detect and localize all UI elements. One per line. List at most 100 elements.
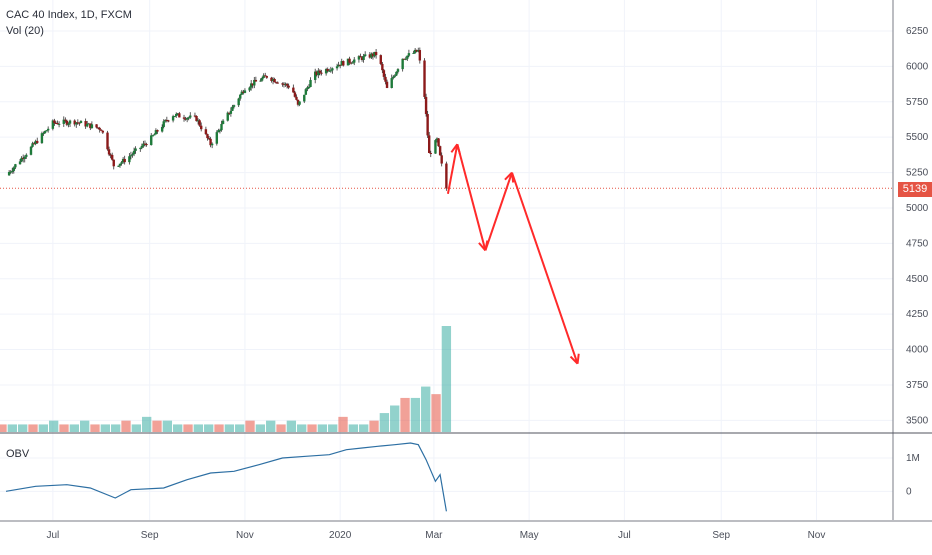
candle-body (110, 154, 114, 160)
price-tick-label: 4500 (906, 274, 929, 285)
candle-body (51, 120, 55, 129)
candle-body (274, 82, 278, 84)
volume-bar (111, 424, 121, 432)
candle-body (374, 51, 378, 56)
axes (0, 0, 932, 522)
candle-body (189, 115, 192, 118)
candle-body (184, 118, 187, 120)
candle-body (254, 79, 258, 82)
candle-body (53, 120, 56, 123)
candle-body (413, 49, 417, 53)
candle-body (198, 120, 201, 126)
candle-body (270, 77, 273, 81)
annotation-arrow (446, 144, 459, 194)
candle-body (415, 49, 418, 52)
candle-body (131, 154, 134, 156)
candle-body (54, 122, 58, 124)
volume-bar (28, 424, 38, 432)
obv-axis-ticks: 1M 0 (906, 453, 920, 497)
candle-body (326, 69, 329, 72)
candle-body (370, 53, 373, 58)
candle-body (43, 131, 47, 134)
candle-body (329, 70, 333, 72)
candle-body (79, 121, 83, 124)
candle-body (32, 143, 36, 145)
candle-body (151, 135, 154, 137)
last-price-badge: 5139 (898, 182, 932, 197)
candle-body (298, 101, 301, 105)
candle-body (145, 144, 148, 146)
candle-body (284, 83, 287, 85)
candle-body (171, 116, 175, 121)
volume-bar (276, 424, 286, 432)
candle-body (262, 75, 265, 78)
candle-body (229, 110, 233, 114)
candle-body (242, 91, 245, 93)
candle-body (7, 172, 11, 176)
candle-body (434, 140, 437, 154)
volume-bar (441, 326, 452, 432)
time-tick-label: May (520, 530, 539, 541)
candle-body (348, 58, 351, 63)
candle-body (271, 78, 275, 81)
price-candles (7, 47, 448, 191)
candle-body (9, 171, 12, 173)
annotation-arrow (511, 172, 579, 365)
candle-body (306, 87, 309, 90)
candle-body (182, 117, 186, 119)
candle-body (217, 130, 220, 133)
price-tick-label: 6000 (906, 61, 929, 72)
candle-body (403, 58, 406, 60)
candle-body (206, 134, 209, 139)
volume-bar (359, 424, 369, 432)
volume-bar (131, 424, 142, 432)
candle-body (285, 83, 289, 86)
candle-body (167, 120, 170, 122)
candle-body (14, 164, 17, 168)
candle-body (293, 92, 297, 97)
time-axis-ticks: Jul Sep Nov 2020 Mar May Jul Sep Nov (46, 530, 825, 541)
candle-body (56, 123, 59, 125)
candle-body (317, 70, 320, 76)
candle-body (379, 55, 382, 64)
candle-body (320, 72, 323, 74)
candle-body (253, 79, 256, 86)
candle-body (129, 155, 133, 157)
candle-body (282, 83, 286, 85)
price-tick-label: 6250 (906, 26, 929, 37)
candle-body (435, 138, 439, 141)
candle-body (315, 71, 318, 76)
candle-body (417, 50, 420, 52)
candle-body (78, 122, 81, 124)
candle-body (401, 58, 404, 70)
candle-body (331, 68, 334, 71)
candle-body (438, 146, 442, 156)
obv-tick-label: 0 (906, 486, 912, 497)
obv-line (5, 442, 447, 512)
candle-body (353, 59, 356, 63)
candle-body (160, 126, 164, 132)
candle-body (134, 148, 137, 151)
candle-body (109, 154, 112, 156)
candle-body (304, 89, 308, 95)
volume-bar (173, 424, 183, 432)
volume-bar (390, 405, 400, 432)
candle-body (96, 127, 100, 129)
candle-body (424, 96, 428, 115)
candle-body (418, 50, 422, 61)
arrow-head (478, 242, 487, 252)
candle-body (139, 147, 142, 149)
candle-body (143, 143, 147, 145)
candle-body (295, 96, 298, 100)
candle-body (307, 86, 311, 88)
volume-bar (152, 420, 162, 432)
price-tick-label: 5500 (906, 132, 929, 143)
time-tick-label: Mar (425, 530, 443, 541)
volume-bar (142, 416, 152, 432)
volume-bar (348, 424, 359, 432)
candle-body (338, 64, 342, 66)
candle-body (335, 66, 339, 69)
candle-body (64, 119, 67, 121)
volume-bars (0, 326, 452, 432)
volume-bar (0, 424, 7, 432)
